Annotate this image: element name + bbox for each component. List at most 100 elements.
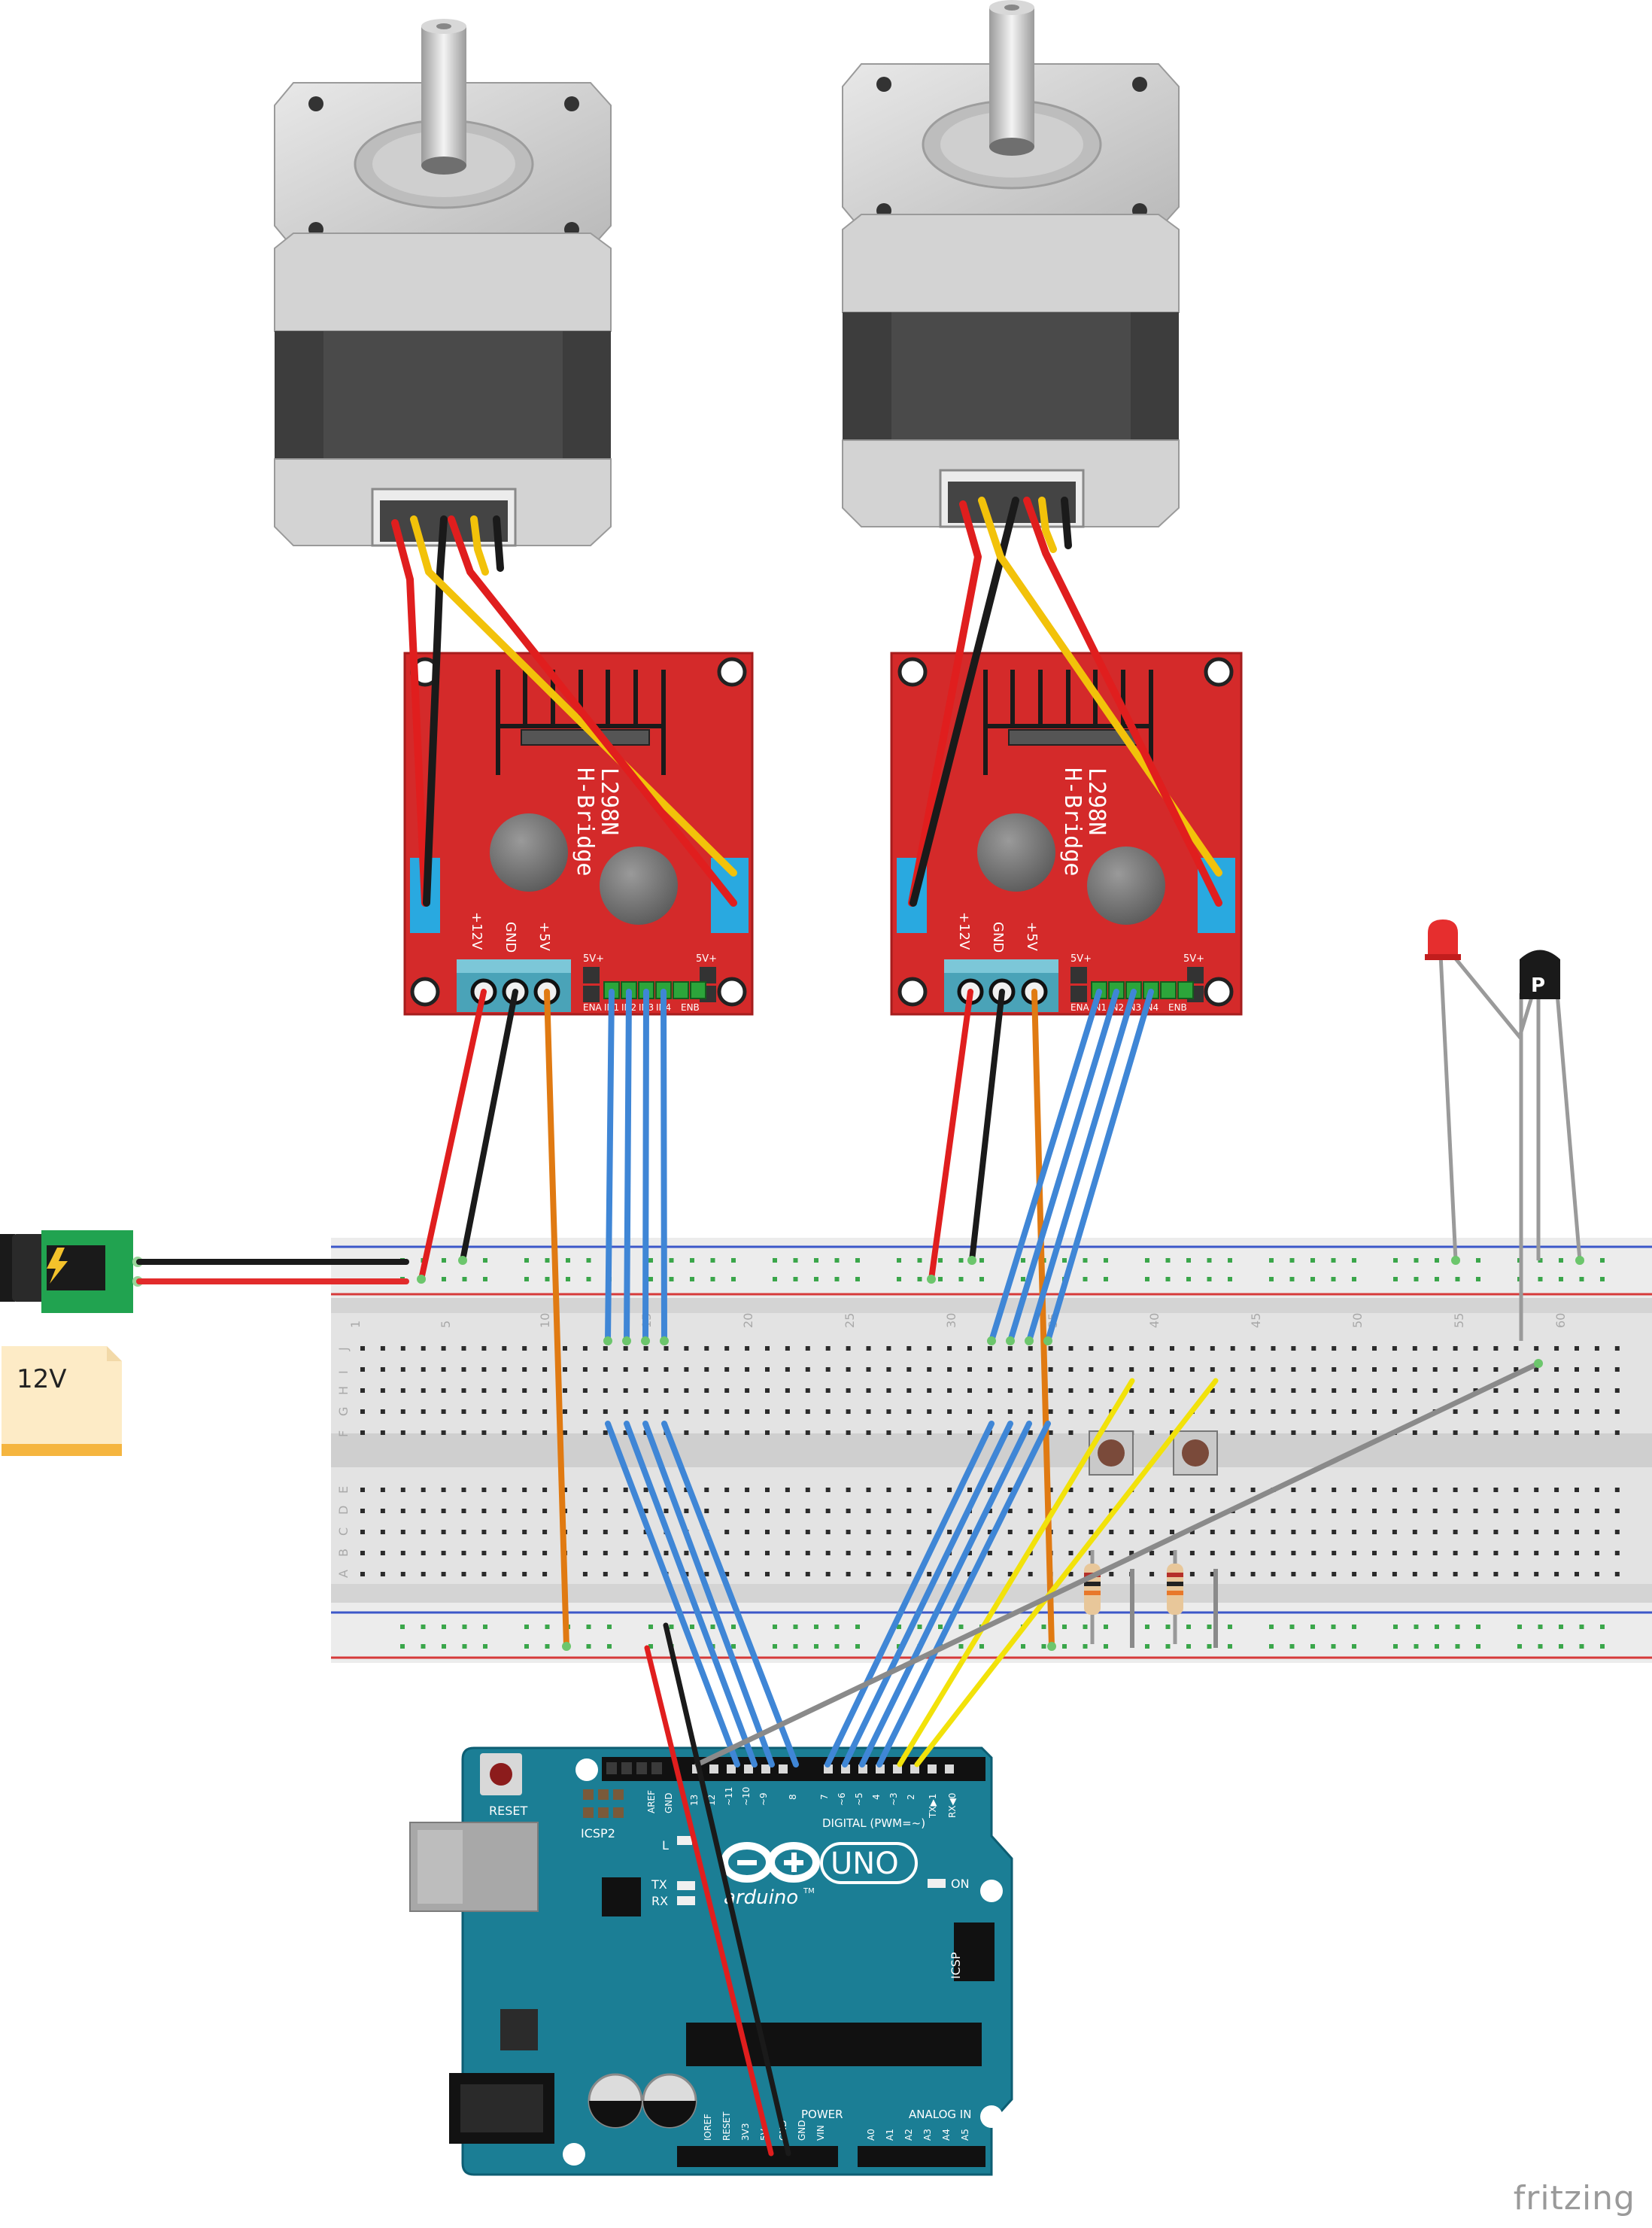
breadboard-hole xyxy=(866,1367,871,1372)
breadboard-hole xyxy=(1432,1530,1438,1534)
breadboard-hole xyxy=(967,1367,972,1372)
transistor-mark: P xyxy=(1531,974,1545,997)
breadboard-hole xyxy=(1048,1409,1053,1414)
reset-label: RESET xyxy=(489,1804,527,1818)
breadboard-hole xyxy=(765,1388,770,1393)
breadboard-rail-hole xyxy=(897,1277,901,1281)
breadboard-hole xyxy=(582,1551,588,1555)
breadboard-hole xyxy=(1007,1430,1013,1435)
breadboard-rail-hole xyxy=(483,1277,487,1281)
breadboard-rail-hole xyxy=(1186,1644,1191,1649)
breadboard-hole xyxy=(886,1509,891,1513)
bb-col-1-top: 1 xyxy=(348,1321,363,1328)
breadboard-rail-hole xyxy=(1455,1277,1460,1281)
transistor: P xyxy=(1519,950,1582,1341)
breadboard-hole xyxy=(1534,1530,1539,1534)
breadboard-rail-hole xyxy=(793,1625,798,1629)
breadboard-hole xyxy=(1210,1346,1215,1351)
breadboard-hole xyxy=(1453,1572,1458,1576)
breadboard-rail-hole xyxy=(1393,1644,1398,1649)
pin-a1: A1 xyxy=(885,2129,895,2141)
breadboard-rail-hole xyxy=(1476,1625,1480,1629)
breadboard-rail-hole xyxy=(1331,1625,1336,1629)
breadboard-rail-hole xyxy=(1104,1644,1108,1649)
breadboard-hole xyxy=(704,1509,709,1513)
breadboard-hole xyxy=(1311,1488,1316,1492)
pin-reset: RESET xyxy=(721,2111,732,2141)
breadboard-hole xyxy=(967,1551,972,1555)
bb-col-5-top: 5 xyxy=(439,1321,453,1328)
breadboard-hole xyxy=(400,1509,405,1513)
breadboard-hole xyxy=(542,1346,548,1351)
push-button-2[interactable] xyxy=(1173,1430,1218,1476)
breadboard-hole xyxy=(1149,1488,1155,1492)
breadboard-hole xyxy=(643,1409,648,1414)
breadboard-hole xyxy=(886,1409,891,1414)
breadboard-hole xyxy=(866,1572,871,1576)
bb-col-30-top: 30 xyxy=(944,1313,958,1328)
breadboard-rail-hole xyxy=(855,1644,860,1649)
breadboard-hole xyxy=(522,1367,527,1372)
breadboard-hole xyxy=(765,1488,770,1492)
breadboard-hole xyxy=(724,1367,730,1372)
breadboard-hole xyxy=(1129,1367,1134,1372)
breadboard-hole xyxy=(1332,1409,1337,1414)
breadboard-hole xyxy=(1068,1367,1073,1372)
breadboard-hole xyxy=(1230,1530,1235,1534)
breadboard-hole xyxy=(502,1488,507,1492)
breadboard-hole xyxy=(684,1551,689,1555)
breadboard-hole xyxy=(582,1346,588,1351)
breadboard-rail-hole xyxy=(1435,1258,1439,1263)
breadboard-hole xyxy=(400,1488,405,1492)
breadboard-hole xyxy=(866,1509,871,1513)
breadboard-hole xyxy=(765,1530,770,1534)
breadboard-hole xyxy=(745,1530,750,1534)
breadboard-hole xyxy=(825,1551,831,1555)
breadboard-hole xyxy=(967,1388,972,1393)
breadboard-hole xyxy=(1614,1388,1620,1393)
breadboard-hole xyxy=(400,1346,405,1351)
breadboard-hole xyxy=(643,1367,648,1372)
breadboard-rail-hole xyxy=(690,1258,694,1263)
breadboard-hole xyxy=(1473,1409,1478,1414)
power-note: 12V xyxy=(2,1346,122,1456)
pin-aref: AREF xyxy=(646,1790,657,1813)
breadboard-hole xyxy=(522,1346,527,1351)
breadboard-hole xyxy=(1534,1388,1539,1393)
breadboard-hole xyxy=(846,1572,851,1576)
breadboard-hole xyxy=(1594,1488,1599,1492)
breadboard-hole xyxy=(542,1388,548,1393)
breadboard-rail-hole xyxy=(1165,1644,1171,1649)
tx-label: TX xyxy=(651,1877,667,1892)
breadboard-hole xyxy=(846,1509,851,1513)
breadboard-hole xyxy=(1149,1509,1155,1513)
note-fold-icon xyxy=(107,1346,122,1361)
breadboard-hole xyxy=(1068,1346,1073,1351)
breadboard-hole xyxy=(745,1488,750,1492)
breadboard-hole xyxy=(704,1409,709,1414)
breadboard-hole xyxy=(684,1572,689,1576)
breadboard-hole xyxy=(846,1530,851,1534)
breadboard-rail-hole xyxy=(979,1644,984,1649)
breadboard-rail-hole xyxy=(979,1258,984,1263)
breadboard-hole xyxy=(825,1530,831,1534)
breadboard-rail-hole xyxy=(1414,1644,1419,1649)
breadboard-hole xyxy=(461,1530,466,1534)
breadboard-hole xyxy=(522,1530,527,1534)
breadboard-hole xyxy=(1210,1488,1215,1492)
breadboard-hole xyxy=(1250,1409,1256,1414)
breadboard-hole xyxy=(1170,1346,1174,1351)
breadboard-hole xyxy=(643,1488,648,1492)
breadboard-rail-hole xyxy=(834,1277,840,1281)
breadboard-rail-hole xyxy=(462,1625,467,1629)
breadboard-hole xyxy=(1149,1388,1155,1393)
driver2-12v-label: +12V xyxy=(956,912,972,950)
breadboard-hole xyxy=(461,1572,466,1576)
breadboard-hole xyxy=(522,1551,527,1555)
breadboard-hole xyxy=(866,1388,871,1393)
breadboard-hole xyxy=(967,1346,972,1351)
breadboard-rail-hole xyxy=(1165,1625,1171,1629)
breadboard-hole xyxy=(360,1409,365,1414)
driver1-pin-enb: ENB xyxy=(681,1002,700,1013)
breadboard-rail-hole xyxy=(524,1644,529,1649)
